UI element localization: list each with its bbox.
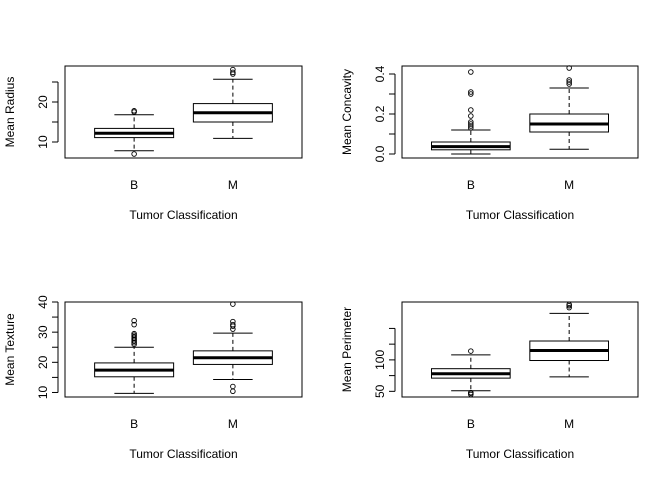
y-tick-label: 0.4 — [373, 65, 387, 82]
outlier-point — [468, 69, 474, 75]
plot-frame — [64, 301, 303, 398]
y-tick-label: 10 — [36, 135, 50, 149]
outlier-point — [566, 79, 572, 85]
outlier-point — [468, 107, 474, 113]
boxplot-panel-1 — [52, 65, 303, 159]
box-B — [94, 108, 175, 157]
outlier-point — [230, 318, 236, 325]
x-axis-label: Tumor Classification — [466, 208, 574, 222]
outlier-point — [468, 89, 474, 95]
outlier-point — [131, 321, 137, 328]
plot-frame — [401, 65, 639, 159]
outlier-point — [566, 304, 572, 311]
outlier-point — [131, 317, 137, 324]
x-tick-label: M — [228, 417, 238, 431]
plot-frame — [64, 65, 303, 159]
plot-frame — [401, 301, 639, 398]
y-axis-label: Mean Radius — [3, 77, 17, 148]
box-B — [94, 317, 175, 394]
y-tick-label: 20 — [36, 355, 50, 369]
x-axis-label: Tumor Classification — [129, 447, 237, 461]
x-tick-label: B — [467, 178, 475, 192]
y-tick-label: 10 — [36, 385, 50, 399]
outlier-point — [131, 333, 137, 340]
outlier-point — [230, 321, 236, 328]
y-tick-label: 20 — [36, 95, 50, 109]
outlier-point — [468, 123, 474, 129]
box-B — [431, 69, 511, 155]
outlier-point — [131, 330, 137, 337]
outlier-point — [468, 113, 474, 119]
outlier-point — [131, 332, 137, 338]
outlier-point — [566, 65, 572, 71]
x-tick-label: M — [564, 178, 574, 192]
x-tick-label: M — [564, 417, 574, 431]
y-tick-label: 0.2 — [373, 105, 387, 122]
outlier-point — [131, 151, 137, 157]
outlier-point — [230, 69, 236, 76]
y-tick-label: 50 — [373, 384, 387, 398]
x-tick-label: M — [228, 178, 238, 192]
outlier-point — [468, 119, 474, 125]
outlier-point — [230, 66, 236, 73]
outlier-point — [131, 109, 137, 115]
boxplot-panel-2 — [389, 65, 639, 159]
y-tick-label: 100 — [373, 350, 387, 370]
outlier-point — [566, 77, 572, 83]
y-tick-label: 0.0 — [373, 145, 387, 162]
outlier-point — [468, 348, 474, 354]
x-tick-label: B — [467, 417, 475, 431]
y-tick-label: 40 — [36, 295, 50, 309]
x-axis-label: Tumor Classification — [129, 208, 237, 222]
y-axis-label: Mean Perimeter — [340, 307, 354, 392]
x-tick-label: B — [130, 178, 138, 192]
box-M — [192, 301, 273, 395]
box-B — [431, 348, 511, 398]
outlier-point — [468, 125, 474, 131]
outlier-point — [230, 388, 236, 395]
box-M — [529, 65, 609, 150]
y-axis-label: Mean Concavity — [340, 69, 354, 155]
box-M — [529, 301, 609, 378]
boxplot-panel-3 — [52, 301, 303, 398]
outlier-point — [468, 121, 474, 127]
outlier-point — [468, 391, 474, 398]
y-axis-label: Mean Texture — [3, 313, 17, 386]
outlier-point — [566, 81, 572, 87]
box-M — [192, 66, 273, 139]
y-tick-label: 30 — [36, 325, 50, 339]
outlier-point — [468, 91, 474, 97]
outlier-point — [566, 301, 572, 308]
outlier-point — [230, 301, 236, 307]
x-axis-label: Tumor Classification — [466, 447, 574, 461]
x-tick-label: B — [130, 417, 138, 431]
boxplot-panel-4 — [389, 301, 639, 398]
